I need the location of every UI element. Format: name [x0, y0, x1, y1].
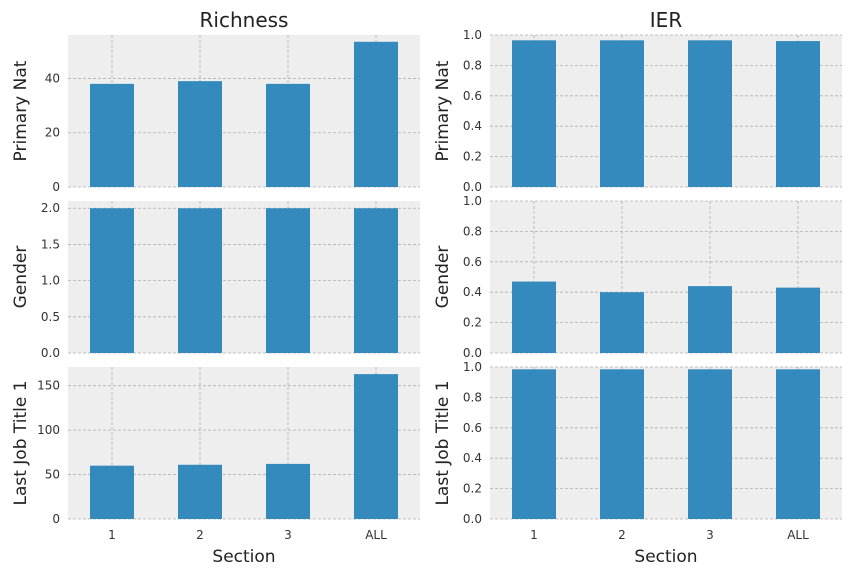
bar-ALL: [776, 41, 820, 187]
y-tick-label: 0.2: [463, 150, 482, 164]
panel-4: 0 50 100 150 Last Job Title 1 1 2 3 ALL: [11, 367, 420, 542]
y-tick-label: 1.0: [41, 274, 60, 288]
y-tick-label: 0.2: [463, 316, 482, 330]
bar-1: [90, 465, 134, 519]
panel-5: 0.0 0.2 0.4 0.6 0.8 1.0 Last Job Title 1 1 2 3 ALL: [433, 360, 842, 542]
panel-0: 0 20 40 Primary Nat: [11, 35, 420, 194]
y-tick-label: 1.0: [463, 28, 482, 42]
panel-2: 0.0 0.5 1.0 1.5 2.0 Gender: [11, 201, 420, 360]
y-axis-label: Last Job Title 1: [433, 380, 453, 505]
y-axis-label: Gender: [433, 246, 453, 309]
y-tick-label: 150: [37, 379, 60, 393]
x-axis-label-right: Section: [634, 547, 697, 567]
x-axis-label-left: Section: [212, 547, 275, 567]
x-tick-label: ALL: [787, 528, 809, 542]
y-tick-label: 0: [52, 180, 60, 194]
y-tick-label: 0.2: [463, 482, 482, 496]
bar-3: [688, 369, 732, 519]
y-axis-label: Last Job Title 1: [11, 380, 31, 505]
bar-ALL: [354, 208, 398, 353]
y-tick-label: 1.0: [463, 194, 482, 208]
y-tick-label: 0.8: [463, 390, 482, 404]
y-tick-label: 0.4: [463, 285, 482, 299]
bar-ALL: [354, 374, 398, 519]
column-title-ier: IER: [650, 8, 683, 32]
x-tick-label: 3: [706, 528, 714, 542]
y-tick-label: 0.6: [463, 255, 482, 269]
y-tick-label: 0.0: [463, 346, 482, 360]
bar-2: [178, 81, 222, 187]
y-axis-label: Primary Nat: [433, 60, 453, 161]
y-tick-label: 100: [37, 423, 60, 437]
bar-1: [512, 281, 556, 353]
y-tick-label: 40: [45, 71, 60, 85]
y-tick-label: 0: [52, 512, 60, 526]
y-tick-label: 0.6: [463, 421, 482, 435]
bar-2: [178, 208, 222, 353]
y-tick-label: 2.0: [41, 201, 60, 215]
bar-ALL: [354, 41, 398, 188]
bar-3: [266, 208, 310, 353]
y-tick-label: 0.0: [41, 346, 60, 360]
y-tick-label: 20: [45, 126, 60, 140]
x-tick-label: 1: [530, 528, 538, 542]
bar-1: [512, 369, 556, 519]
y-tick-label: 0.5: [41, 310, 60, 324]
y-tick-label: 0.4: [463, 119, 482, 133]
column-title-richness: Richness: [200, 8, 289, 32]
y-tick-label: 0.8: [463, 58, 482, 72]
bar-ALL: [776, 287, 820, 353]
y-axis-label: Primary Nat: [11, 60, 31, 161]
bar-3: [266, 463, 310, 519]
panel-1: 0.0 0.2 0.4 0.6 0.8 1.0 Primary Nat: [433, 28, 842, 194]
y-tick-label: 0.8: [463, 224, 482, 238]
y-tick-label: 1.0: [463, 360, 482, 374]
panel-3: 0.0 0.2 0.4 0.6 0.8 1.0 Gender: [433, 194, 842, 360]
bar-2: [178, 464, 222, 519]
bar-1: [90, 208, 134, 353]
y-tick-label: 0.0: [463, 512, 482, 526]
bar-2: [600, 292, 644, 353]
y-tick-label: 0.6: [463, 89, 482, 103]
x-tick-label: 2: [618, 528, 626, 542]
y-tick-label: 1.5: [41, 237, 60, 251]
y-tick-label: 0.4: [463, 451, 482, 465]
bar-2: [600, 369, 644, 519]
bar-1: [512, 40, 556, 187]
bar-3: [688, 40, 732, 187]
x-tick-label: 2: [196, 528, 204, 542]
bar-3: [688, 286, 732, 353]
bar-3: [266, 83, 310, 187]
y-tick-label: 50: [45, 468, 60, 482]
x-tick-label: 1: [108, 528, 116, 542]
y-tick-label: 0.0: [463, 180, 482, 194]
bar-ALL: [776, 369, 820, 519]
bar-1: [90, 83, 134, 187]
x-tick-label: 3: [284, 528, 292, 542]
x-tick-label: ALL: [365, 528, 387, 542]
bar-2: [600, 40, 644, 187]
y-axis-label: Gender: [11, 246, 31, 309]
